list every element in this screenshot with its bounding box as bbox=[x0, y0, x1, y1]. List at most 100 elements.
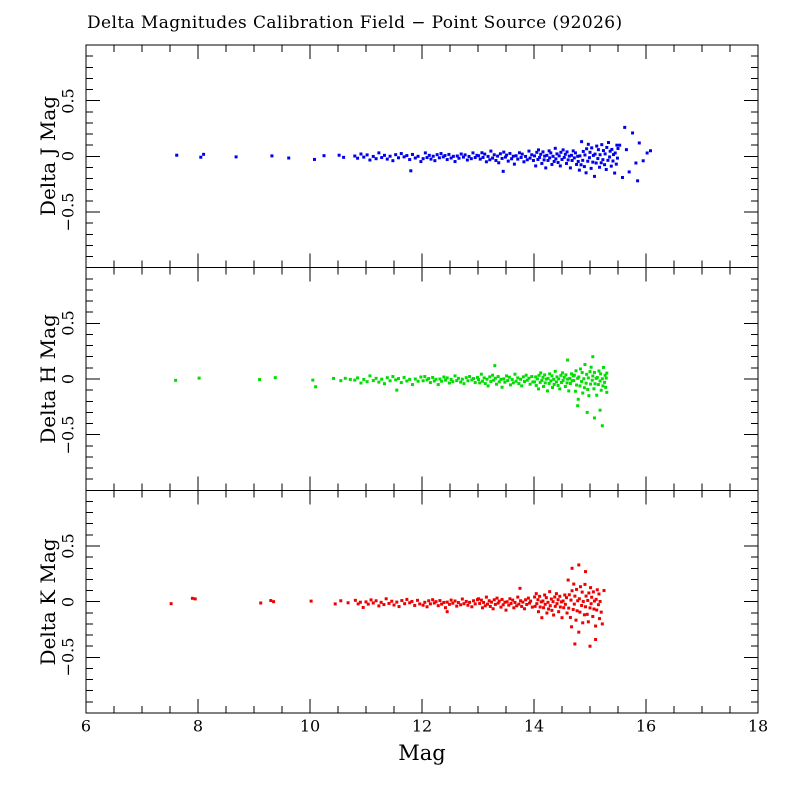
data-point bbox=[358, 600, 362, 604]
data-point bbox=[636, 179, 640, 183]
data-point bbox=[521, 375, 525, 379]
data-point bbox=[602, 589, 606, 593]
data-point bbox=[562, 606, 566, 610]
data-point bbox=[582, 377, 586, 381]
panel-frame-delta-k bbox=[85, 489, 759, 714]
data-point bbox=[600, 424, 604, 428]
data-point bbox=[543, 593, 547, 597]
data-point bbox=[576, 154, 580, 158]
data-point bbox=[615, 143, 619, 147]
data-point bbox=[586, 142, 590, 146]
data-point bbox=[332, 376, 336, 380]
data-point bbox=[479, 372, 483, 376]
data-point bbox=[577, 168, 581, 172]
data-point bbox=[333, 602, 337, 606]
data-point bbox=[598, 617, 602, 621]
data-point bbox=[566, 377, 570, 381]
data-point bbox=[444, 606, 448, 610]
data-point bbox=[475, 375, 479, 379]
data-point bbox=[565, 150, 569, 154]
data-point bbox=[538, 605, 542, 609]
data-point bbox=[544, 596, 548, 600]
data-point bbox=[478, 601, 482, 605]
data-point bbox=[511, 598, 515, 602]
data-point bbox=[570, 625, 574, 629]
data-point bbox=[455, 379, 459, 383]
data-point bbox=[511, 154, 515, 158]
data-point bbox=[385, 376, 389, 380]
data-point bbox=[403, 602, 407, 606]
data-point bbox=[427, 153, 431, 157]
data-point bbox=[575, 383, 579, 387]
data-point bbox=[572, 582, 576, 586]
data-point bbox=[557, 154, 561, 158]
data-point bbox=[416, 154, 420, 158]
data-point bbox=[485, 377, 489, 381]
data-point bbox=[480, 151, 484, 155]
data-point bbox=[517, 382, 521, 386]
data-point bbox=[560, 616, 564, 620]
data-point bbox=[579, 163, 583, 167]
data-point bbox=[348, 377, 352, 381]
data-point bbox=[385, 157, 389, 161]
data-point bbox=[491, 156, 495, 160]
data-point bbox=[614, 162, 618, 166]
data-point bbox=[572, 602, 576, 606]
data-point bbox=[580, 379, 584, 383]
data-point bbox=[522, 380, 526, 384]
data-point bbox=[483, 152, 487, 156]
data-point bbox=[564, 596, 568, 600]
panel-frame-delta-j bbox=[85, 44, 759, 269]
data-point bbox=[395, 600, 399, 604]
data-point bbox=[488, 375, 492, 379]
data-point bbox=[555, 602, 559, 606]
data-point bbox=[493, 602, 497, 606]
data-point bbox=[566, 158, 570, 162]
data-point bbox=[580, 140, 584, 144]
data-point bbox=[576, 159, 580, 163]
data-point bbox=[455, 604, 459, 608]
data-point bbox=[570, 158, 574, 162]
data-point bbox=[371, 379, 375, 383]
data-point bbox=[465, 158, 469, 162]
data-point bbox=[571, 607, 575, 611]
data-point bbox=[543, 602, 547, 606]
data-point bbox=[550, 162, 554, 166]
data-point bbox=[616, 147, 620, 151]
data-point bbox=[573, 642, 577, 646]
data-point bbox=[510, 157, 514, 161]
data-point bbox=[634, 161, 638, 165]
data-point bbox=[599, 372, 603, 376]
data-point bbox=[540, 161, 544, 165]
data-point bbox=[431, 154, 435, 158]
data-point bbox=[537, 373, 541, 377]
data-point bbox=[374, 157, 378, 161]
data-point bbox=[536, 148, 540, 152]
data-point bbox=[558, 164, 562, 168]
data-point bbox=[544, 377, 548, 381]
data-point bbox=[583, 363, 587, 367]
data-point bbox=[570, 372, 574, 376]
data-point bbox=[598, 165, 602, 169]
data-point bbox=[473, 156, 477, 160]
data-point bbox=[359, 381, 363, 385]
data-point bbox=[584, 605, 588, 609]
data-point bbox=[443, 154, 447, 158]
data-point bbox=[502, 150, 506, 154]
data-point bbox=[586, 598, 590, 602]
data-point bbox=[544, 166, 548, 170]
x-tick-label: 10 bbox=[299, 716, 321, 736]
data-point bbox=[555, 375, 559, 379]
data-point bbox=[557, 610, 561, 614]
data-point bbox=[558, 605, 562, 609]
data-point bbox=[509, 601, 513, 605]
data-point bbox=[595, 375, 599, 379]
data-point bbox=[589, 602, 593, 606]
data-point bbox=[353, 378, 357, 382]
data-point bbox=[605, 390, 609, 394]
data-point bbox=[447, 152, 451, 156]
data-point bbox=[464, 599, 468, 603]
data-point bbox=[484, 595, 488, 599]
data-point bbox=[568, 615, 572, 619]
chart-title: Delta Magnitudes Calibration Field − Poi… bbox=[87, 13, 623, 33]
